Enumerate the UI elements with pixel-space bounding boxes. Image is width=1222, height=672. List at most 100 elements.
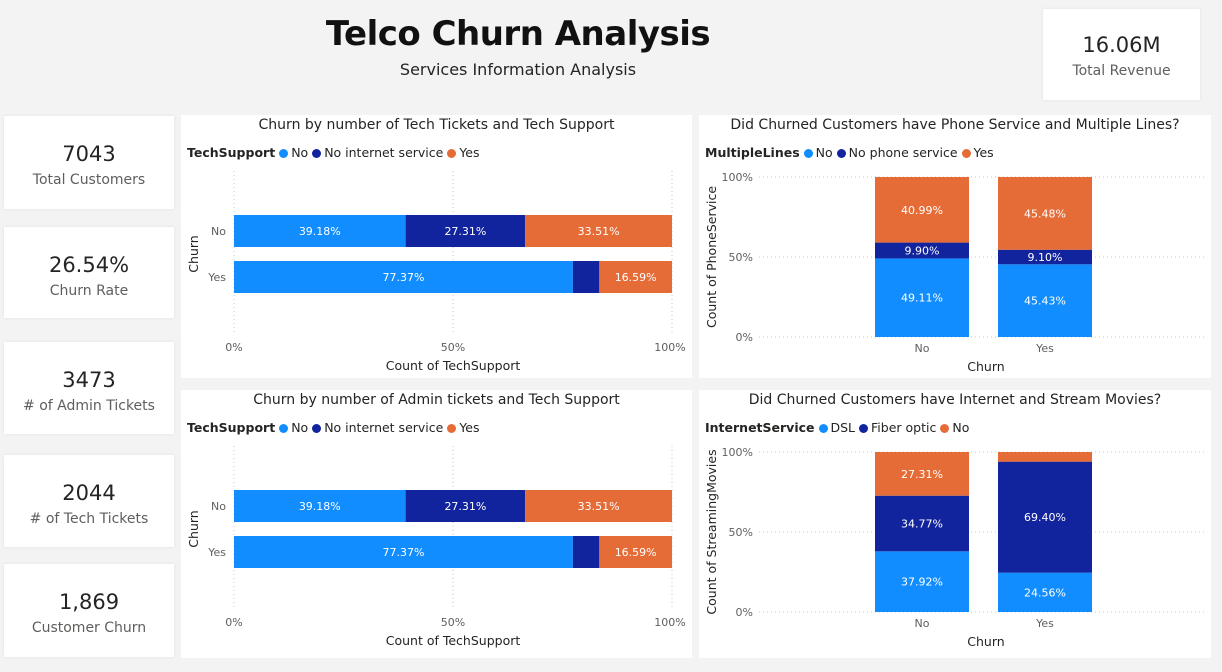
legend-label: Yes: [459, 145, 480, 160]
revenue-value: 16.06M: [1082, 33, 1161, 57]
legend-dot-icon: [312, 148, 322, 158]
data-label: 16.59%: [615, 271, 657, 284]
legend-label: No: [815, 145, 833, 160]
x-axis-title: Count of TechSupport: [386, 358, 521, 373]
data-label: 39.18%: [299, 500, 341, 513]
y-tick-label: 100%: [722, 171, 753, 184]
phone-service-column-chart: 0% 50% 100% 49.11% 9.90% 40.99% No 45.43% 9.10% 4…: [704, 171, 1205, 374]
kpi-label: # of Tech Tickets: [29, 511, 149, 527]
chart-panel-internet-movies[interactable]: Did Churned Customers have Internet and …: [699, 390, 1211, 658]
legend-title: TechSupport: [187, 145, 276, 160]
kpi-label: Customer Churn: [31, 620, 147, 636]
chart-legend: TechSupport No No internet service Yes: [187, 145, 484, 160]
legend-item[interactable]: No phone service: [836, 145, 958, 160]
bar-segment: [572, 536, 600, 568]
data-label: 39.18%: [299, 225, 341, 238]
chart-title: Did Churned Customers have Internet and …: [748, 392, 1162, 408]
legend-dot-icon: [447, 423, 457, 433]
chart-title: Churn by number of Admin tickets and Tec…: [253, 392, 620, 408]
x-axis-title: Count of TechSupport: [386, 633, 521, 648]
legend-label: No internet service: [324, 420, 444, 435]
kpi-value: 1,869: [58, 590, 120, 614]
bar-segment: [875, 452, 969, 496]
x-tick-label: 100%: [654, 341, 685, 354]
legend-title: TechSupport: [187, 420, 276, 435]
data-label: 27.31%: [444, 225, 486, 238]
y-tick-label: 100%: [722, 446, 753, 459]
legend-item[interactable]: Yes: [961, 145, 994, 160]
x-tick-label: 0%: [225, 341, 242, 354]
y-tick-label: 50%: [729, 251, 753, 264]
kpi-card-admin-tickets[interactable]: 3473 # of Admin Tickets: [4, 342, 174, 434]
kpi-label: Churn Rate: [49, 283, 129, 299]
chart-legend: MultipleLines No No phone service Yes: [705, 145, 998, 160]
y-axis-title: Churn: [186, 235, 201, 272]
legend-item[interactable]: Yes: [447, 420, 480, 435]
category-label: No: [915, 342, 930, 355]
kpi-label: # of Admin Tickets: [23, 398, 155, 414]
category-label: Yes: [1035, 617, 1054, 630]
legend-label: Fiber optic: [871, 420, 937, 435]
legend-label: No: [291, 420, 309, 435]
data-label: 49.11%: [901, 292, 943, 305]
bar-segment: [234, 215, 406, 247]
legend-label: Yes: [459, 420, 480, 435]
bar-segment: [998, 264, 1092, 337]
x-tick-label: 100%: [654, 616, 685, 629]
page-title: Telco Churn Analysis: [325, 14, 711, 54]
data-label: 45.48%: [1024, 207, 1066, 220]
y-tick-label: 50%: [729, 526, 753, 539]
report-header: Telco Churn Analysis Services Informatio…: [300, 14, 736, 79]
x-tick-label: 50%: [441, 616, 465, 629]
data-label: 24.56%: [1024, 586, 1066, 599]
kpi-card-total-customers[interactable]: 7043 Total Customers: [4, 116, 174, 209]
bar-segment: [405, 215, 526, 247]
legend-item[interactable]: No internet service: [312, 420, 443, 435]
data-label: 34.77%: [901, 518, 943, 531]
bar-segment: [998, 452, 1092, 462]
y-tick-label: 0%: [736, 606, 753, 619]
revenue-card[interactable]: 16.06M Total Revenue: [1043, 9, 1200, 100]
y-axis-title: Churn: [186, 510, 201, 547]
x-axis-title: Churn: [967, 634, 1004, 649]
legend-dot-icon: [279, 423, 289, 433]
kpi-card-churn-rate[interactable]: 26.54% Churn Rate: [4, 227, 174, 318]
kpi-value: 7043: [62, 142, 116, 166]
legend-label: No: [291, 145, 309, 160]
legend-dot-icon: [859, 423, 869, 433]
category-label: Yes: [207, 271, 226, 284]
chart-panel-tech-tickets[interactable]: Churn by number of Tech Tickets and Tech…: [181, 115, 692, 378]
legend-item[interactable]: No: [803, 145, 833, 160]
chart-panel-admin-tickets[interactable]: Churn by number of Admin tickets and Tec…: [181, 390, 692, 658]
legend-item[interactable]: No: [279, 145, 308, 160]
legend-item[interactable]: Yes: [447, 145, 480, 160]
bar-segment: [599, 261, 672, 293]
bar-segment: [525, 215, 672, 247]
legend-item[interactable]: No internet service: [312, 145, 443, 160]
legend-dot-icon: [836, 148, 846, 158]
kpi-card-customer-churn[interactable]: 1,869 Customer Churn: [4, 564, 174, 657]
data-label: 69.40%: [1024, 511, 1066, 524]
category-label: Yes: [1035, 342, 1054, 355]
legend-item[interactable]: DSL: [818, 420, 855, 435]
legend-dot-icon: [803, 148, 813, 158]
legend-dot-icon: [279, 148, 289, 158]
legend-item[interactable]: No: [279, 420, 308, 435]
kpi-value: 3473: [62, 368, 116, 392]
page-subtitle: Services Information Analysis: [399, 60, 637, 79]
bar-segment: [875, 551, 969, 612]
bar-segment: [998, 461, 1092, 573]
kpi-card-tech-tickets[interactable]: 2044 # of Tech Tickets: [4, 455, 174, 547]
chart-panel-phone-service[interactable]: Did Churned Customers have Phone Service…: [699, 115, 1211, 378]
legend-item[interactable]: Fiber optic: [859, 420, 936, 435]
kpi-label: Total Customers: [32, 172, 146, 188]
data-label: 77.37%: [382, 271, 424, 284]
legend-item[interactable]: No: [940, 420, 969, 435]
bar-segment: [405, 490, 526, 522]
x-tick-label: 0%: [225, 616, 242, 629]
data-label: 33.51%: [578, 225, 620, 238]
bar-segment: [525, 490, 672, 522]
legend-title: MultipleLines: [705, 145, 800, 160]
data-label: 27.31%: [444, 500, 486, 513]
internet-movies-column-chart: 0% 50% 100% 37.92% 34.77% 27.31% No 24.56% 69.40…: [704, 446, 1205, 649]
